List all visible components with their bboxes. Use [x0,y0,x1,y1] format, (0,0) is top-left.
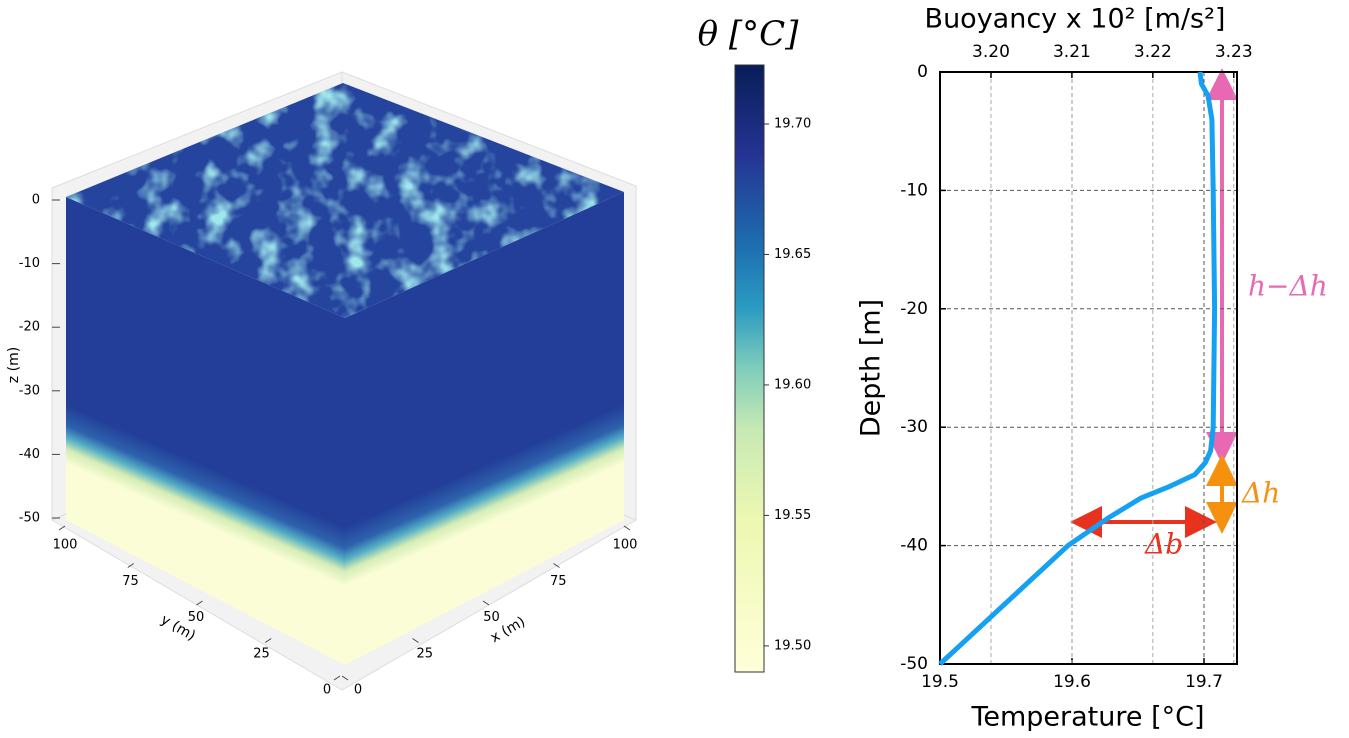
y-tick-label: -20 [900,299,928,319]
z-tick-label: 0 [32,193,40,208]
annotation: h−Δh [1248,270,1328,303]
colorbar [734,64,765,673]
x-tick-label: 0 [354,683,362,698]
x2-tick-label: 3.20 [972,42,1010,62]
profile-line [938,71,1218,666]
y-tick [333,675,341,681]
y-tick [196,600,203,606]
plot-frame [939,71,1238,665]
annotation-arrows [1070,68,1238,538]
x-tick [341,675,349,681]
y-tick [58,525,66,531]
colorbar-tick-label: 19.70 [774,116,811,131]
colorbar-tick-label: 19.65 [774,247,811,262]
x-tick-label: 19.5 [921,672,959,692]
z-tick-label: -50 [19,511,40,526]
top-axis-title: Buoyancy x 10² [m/s²] [925,4,1226,35]
annotation: Δb [1144,528,1183,561]
colorbar-tick-label: 19.60 [774,377,811,392]
x2-tick-label: 3.22 [1134,42,1172,62]
y-tick-label: -40 [900,536,928,556]
y-tick-label: -30 [900,417,928,437]
z-tick-label: -40 [19,447,40,462]
x-tick-label: 50 [483,610,500,625]
z-tick-label: -10 [19,256,40,271]
colorbar-title: θ [°C] [698,14,800,54]
y-tick-label: -10 [900,180,928,200]
x-tick [412,638,419,643]
x2-tick-label: 3.21 [1053,42,1091,62]
x-tick [623,525,631,531]
y-tick-label: 100 [53,538,78,553]
x-tick [553,563,560,568]
y-tick-label: 0 [917,62,928,82]
z-tick-label: -20 [19,320,40,335]
y-axis-label: Depth [m] [856,299,887,437]
y-tick-label: 75 [122,574,139,589]
cube [66,83,624,665]
y-tick-label: -50 [900,654,928,674]
colorbar-tick-label: 19.50 [774,638,811,653]
x-tick-label: 25 [416,646,433,661]
y-tick-label: 25 [253,646,270,661]
annotation: Δh [1241,477,1280,510]
x-tick-label: 100 [613,538,638,553]
z-axis-label: z (m) [6,347,22,383]
x-tick-label: 19.6 [1053,672,1091,692]
z-tick-label: -30 [19,383,40,398]
y-tick-label: 0 [323,683,331,698]
x-tick-label: 75 [550,574,567,589]
x2-tick-label: 3.23 [1215,42,1253,62]
x-tick-label: 19.7 [1185,672,1223,692]
colorbar-tick-label: 19.55 [774,508,811,523]
x-tick [482,600,490,606]
y-tick-label: 50 [188,610,205,625]
y-tick [127,563,135,568]
x-axis-label: Temperature [°C] [970,702,1204,733]
y-tick [264,638,272,643]
